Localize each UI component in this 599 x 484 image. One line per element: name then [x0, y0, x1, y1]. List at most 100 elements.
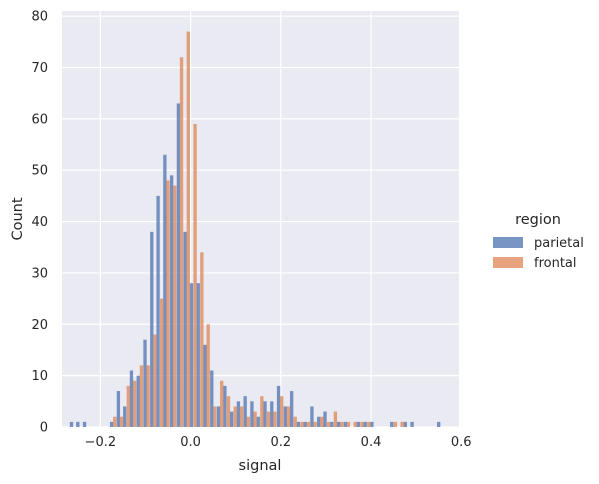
- bar-frontal: [246, 416, 250, 427]
- bar-parietal: [183, 231, 187, 427]
- legend: region parietal frontal: [493, 212, 584, 271]
- bar-parietal: [69, 421, 74, 427]
- bar-parietal: [336, 421, 341, 427]
- bar-frontal: [367, 421, 371, 427]
- bar-frontal: [126, 385, 130, 427]
- bar-frontal: [132, 380, 137, 427]
- bar-frontal: [179, 57, 184, 427]
- bar-parietal: [229, 411, 234, 427]
- x-tick-label: 0.2: [270, 435, 291, 450]
- bar-parietal: [283, 406, 287, 427]
- bar-parietal: [250, 401, 254, 427]
- y-tick-label: 0: [40, 421, 48, 436]
- bar-parietal: [270, 401, 274, 427]
- bar-parietal: [363, 421, 367, 427]
- y-tick-label: 40: [31, 215, 48, 230]
- bar-frontal: [353, 421, 357, 427]
- bar-frontal: [213, 406, 217, 427]
- bars: [69, 31, 441, 427]
- bar-frontal: [186, 31, 190, 427]
- x-tick-label: 0.0: [180, 435, 201, 450]
- bar-frontal: [280, 396, 284, 427]
- bar-frontal: [139, 365, 144, 427]
- x-tick-label: −0.2: [85, 435, 117, 450]
- bar-parietal: [129, 370, 134, 427]
- bar-parietal: [76, 421, 80, 427]
- bar-parietal: [150, 231, 154, 427]
- bar-frontal: [300, 421, 304, 427]
- bar-frontal: [320, 416, 324, 427]
- bar-frontal: [206, 324, 210, 427]
- bar-parietal: [263, 401, 267, 427]
- x-tick-label: 0.6: [451, 435, 472, 450]
- y-tick-label: 70: [31, 61, 48, 76]
- bar-frontal: [253, 411, 257, 427]
- bar-parietal: [243, 396, 247, 427]
- bar-frontal: [239, 406, 244, 427]
- bar-parietal: [403, 421, 407, 427]
- legend-swatch-frontal: [493, 257, 523, 268]
- legend-title: region: [515, 212, 561, 228]
- bar-frontal: [360, 421, 364, 427]
- bar-frontal: [119, 416, 124, 427]
- bar-parietal: [437, 421, 441, 427]
- y-tick-label: 80: [31, 10, 48, 25]
- bar-parietal: [310, 406, 314, 427]
- bar-parietal: [169, 175, 174, 427]
- bar-parietal: [410, 421, 414, 427]
- bar-frontal: [200, 252, 204, 427]
- bar-parietal: [236, 401, 241, 427]
- bar-parietal: [210, 370, 214, 427]
- bar-frontal: [400, 421, 404, 427]
- bar-parietal: [189, 283, 194, 427]
- bar-parietal: [256, 416, 260, 427]
- bar-frontal: [306, 421, 310, 427]
- bar-frontal: [146, 365, 150, 427]
- bar-frontal: [340, 421, 344, 427]
- bar-frontal: [233, 406, 237, 427]
- y-tick-label: 50: [31, 164, 48, 179]
- bar-frontal: [266, 411, 271, 427]
- bar-parietal: [330, 421, 334, 427]
- legend-label-parietal: parietal: [534, 236, 584, 251]
- bar-frontal: [346, 421, 351, 427]
- bar-parietal: [317, 416, 321, 427]
- bar-parietal: [289, 391, 294, 427]
- bar-parietal: [303, 421, 307, 427]
- y-tick-label: 10: [31, 369, 48, 384]
- bar-parietal: [323, 411, 327, 427]
- x-axis-label: signal: [239, 458, 282, 474]
- bar-frontal: [173, 185, 177, 427]
- legend-label-frontal: frontal: [534, 256, 577, 271]
- y-axis-ticks: 0 10 20 30 40 50 60 70 80: [31, 10, 48, 436]
- y-tick-label: 20: [31, 318, 48, 333]
- bar-frontal: [153, 334, 157, 427]
- bar-frontal: [220, 380, 224, 427]
- x-tick-label: 0.4: [361, 435, 382, 450]
- bar-parietal: [163, 154, 167, 427]
- x-axis-ticks: −0.2 0.0 0.2 0.4 0.6: [85, 435, 472, 450]
- bar-frontal: [260, 396, 264, 427]
- bar-parietal: [343, 421, 347, 427]
- plot-background: [62, 11, 459, 427]
- bar-parietal: [276, 385, 281, 427]
- bar-parietal: [136, 375, 140, 427]
- bar-frontal: [160, 298, 164, 427]
- y-tick-label: 60: [31, 112, 48, 127]
- bar-frontal: [393, 421, 398, 427]
- bar-parietal: [216, 406, 221, 427]
- bar-frontal: [313, 421, 317, 427]
- bar-parietal: [109, 421, 114, 427]
- bar-parietal: [156, 195, 160, 427]
- bar-frontal: [333, 411, 338, 427]
- bar-parietal: [296, 421, 301, 427]
- y-tick-label: 30: [31, 266, 48, 281]
- bar-parietal: [203, 344, 207, 427]
- y-axis-label: Count: [10, 197, 26, 240]
- bar-parietal: [356, 421, 361, 427]
- bar-frontal: [193, 123, 197, 427]
- bar-frontal: [166, 180, 170, 427]
- bar-frontal: [326, 421, 331, 427]
- bar-frontal: [293, 416, 297, 427]
